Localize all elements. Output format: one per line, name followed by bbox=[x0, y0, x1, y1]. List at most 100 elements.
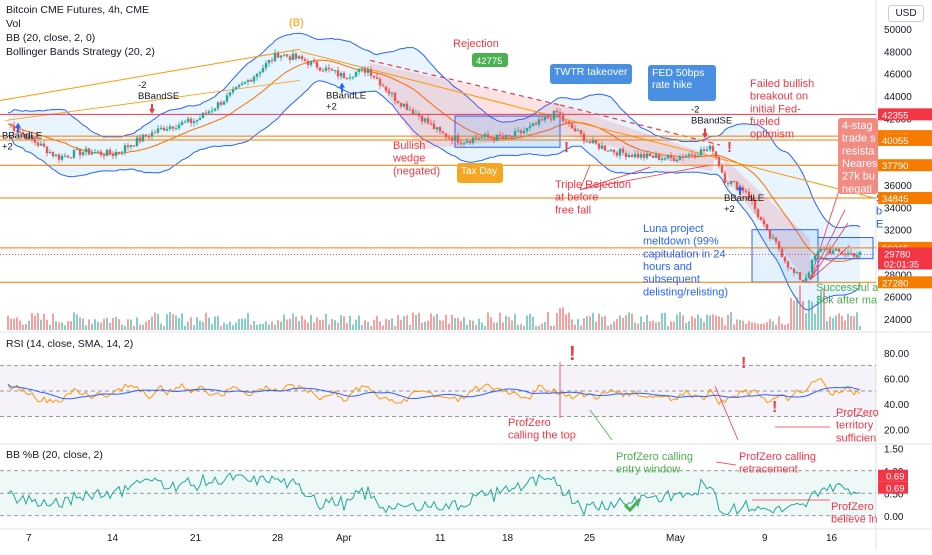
volume-bar bbox=[664, 312, 666, 330]
price-candle bbox=[771, 237, 775, 239]
volume-bar bbox=[25, 324, 27, 330]
volume-bar bbox=[457, 317, 459, 330]
price-candle bbox=[255, 73, 259, 77]
price-candle bbox=[315, 61, 319, 68]
price-candle bbox=[504, 135, 508, 139]
volume-bar bbox=[235, 322, 237, 330]
volume-bar bbox=[124, 325, 126, 330]
price-candle bbox=[105, 149, 109, 156]
volume-bar bbox=[43, 313, 45, 330]
volume-bar bbox=[184, 325, 186, 330]
volume-bar bbox=[133, 325, 135, 330]
volume-bar bbox=[256, 324, 258, 330]
volume-bar bbox=[487, 312, 489, 330]
price-candle bbox=[342, 72, 346, 79]
volume-bar bbox=[601, 316, 603, 330]
tax-day-label-box bbox=[457, 163, 503, 183]
volume-bar bbox=[658, 321, 660, 330]
volume-bar bbox=[631, 313, 633, 330]
price-candle bbox=[219, 102, 223, 105]
price-candle bbox=[405, 103, 409, 111]
volume-bar bbox=[466, 324, 468, 330]
volume-bar bbox=[160, 323, 162, 330]
price-candle bbox=[333, 70, 337, 72]
price-candle bbox=[450, 137, 454, 141]
volume-bar bbox=[853, 316, 855, 330]
price-candle bbox=[546, 117, 550, 119]
pctb-value-badge bbox=[878, 481, 908, 494]
price-candle bbox=[27, 134, 31, 140]
volume-bar bbox=[82, 318, 84, 330]
price-candle bbox=[348, 77, 352, 79]
price-candle bbox=[438, 127, 442, 132]
price-candle bbox=[819, 248, 823, 252]
price-candle bbox=[153, 132, 157, 134]
price-candle bbox=[387, 90, 391, 94]
pctb-legend: BB %B (20, close, 2) bbox=[6, 449, 103, 461]
volume-bar bbox=[850, 315, 852, 330]
price-candle bbox=[660, 158, 664, 160]
currency-button[interactable]: USD bbox=[888, 5, 924, 22]
volume-bar bbox=[811, 301, 813, 330]
price-candle bbox=[372, 75, 376, 78]
pctb-value-text: 0.69 bbox=[886, 484, 905, 495]
price-candle bbox=[357, 68, 361, 73]
triple-rejection-arrow bbox=[579, 164, 711, 190]
volume-bar bbox=[514, 314, 516, 330]
price-candle bbox=[552, 110, 556, 120]
price-candle bbox=[282, 54, 286, 56]
price-candle bbox=[369, 69, 373, 76]
price-candle bbox=[834, 248, 838, 251]
volume-bar bbox=[769, 319, 771, 330]
price-candle bbox=[402, 103, 406, 107]
volume-bar bbox=[643, 321, 645, 330]
price-candle bbox=[51, 151, 55, 157]
price-candle bbox=[564, 121, 568, 123]
fed-label: FED 50bps rate hike bbox=[652, 67, 705, 91]
price-tick-label: 44000 bbox=[884, 92, 912, 103]
volume-bar bbox=[226, 324, 228, 330]
price-candle bbox=[249, 79, 253, 82]
rejection-price-badge-box bbox=[472, 53, 508, 67]
volume-bar bbox=[40, 319, 42, 330]
volume-bar bbox=[694, 318, 696, 330]
price-candle bbox=[690, 154, 694, 156]
price-candle bbox=[327, 67, 331, 70]
countdown-text: 02:01:35 bbox=[884, 259, 919, 269]
price-candle bbox=[795, 272, 799, 274]
price-candle bbox=[171, 126, 175, 129]
price-candle bbox=[30, 134, 34, 140]
volume-bar bbox=[280, 321, 282, 330]
volume-bar bbox=[712, 314, 714, 330]
price-candle bbox=[273, 52, 277, 61]
volume-bar bbox=[157, 313, 159, 330]
volume-bar bbox=[433, 316, 435, 330]
fed-label-box bbox=[648, 65, 716, 101]
volume-bar bbox=[640, 316, 642, 330]
price-candle bbox=[798, 272, 802, 280]
volume-bar bbox=[154, 312, 156, 330]
price-tick-label: 36000 bbox=[884, 181, 912, 192]
price-candle bbox=[621, 148, 625, 153]
price-candle bbox=[183, 121, 187, 123]
price-candle bbox=[702, 149, 706, 151]
long-signal-arrow bbox=[737, 185, 743, 196]
volume-bar bbox=[64, 325, 66, 330]
volume-bar bbox=[538, 325, 540, 330]
price-candle bbox=[825, 248, 829, 250]
volume-bar bbox=[421, 322, 423, 330]
chart-title: Bitcoin CME Futures, 4h, CME bbox=[6, 4, 149, 16]
price-candle bbox=[777, 241, 781, 249]
volume-bar bbox=[535, 325, 537, 330]
volume-bar bbox=[286, 319, 288, 330]
volume-bar bbox=[817, 295, 819, 330]
volume-bar bbox=[259, 323, 261, 330]
volume-bar bbox=[391, 318, 393, 330]
price-candle bbox=[846, 252, 850, 255]
volume-bar bbox=[220, 325, 222, 330]
volume-bar bbox=[688, 321, 690, 330]
price-candle bbox=[816, 251, 820, 256]
price-candle bbox=[693, 154, 697, 157]
